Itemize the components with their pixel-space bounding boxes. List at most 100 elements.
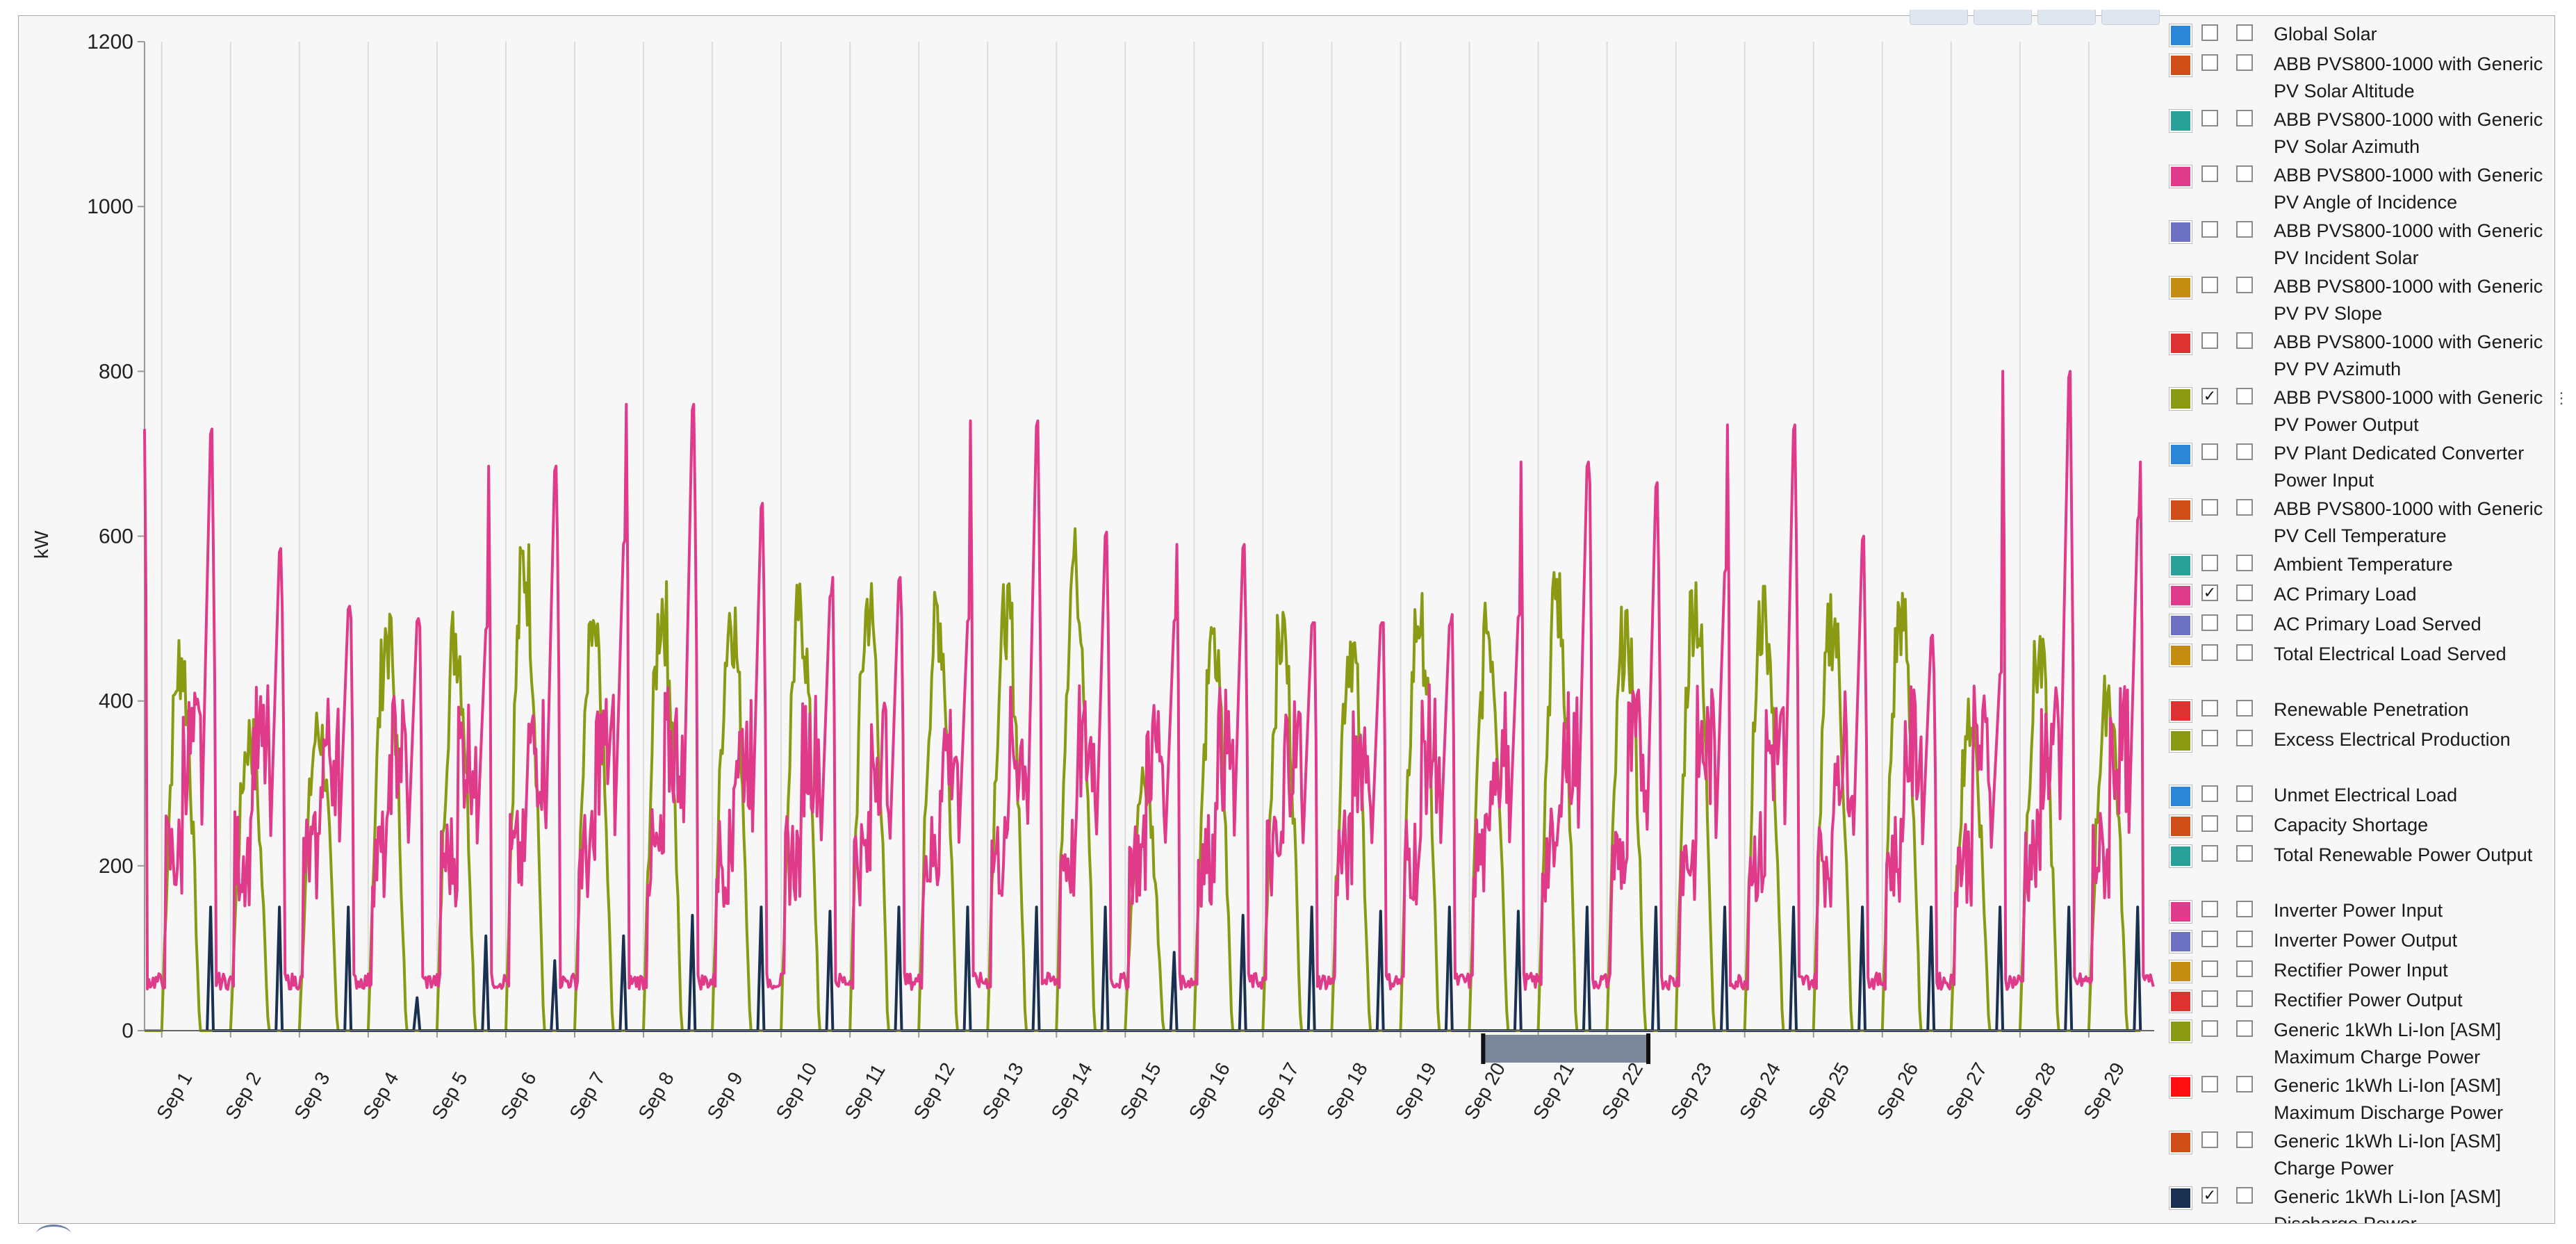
legend-secondary-checkbox[interactable] <box>2236 614 2253 631</box>
legend-color-swatch[interactable] <box>2169 1131 2192 1154</box>
legend-item[interactable]: ABB PVS800-1000 with Generic PV Cell Tem… <box>2163 496 2552 551</box>
legend-secondary-checkbox[interactable] <box>2236 845 2253 862</box>
legend-visible-checkbox[interactable] <box>2201 614 2218 631</box>
legend-color-swatch[interactable] <box>2169 584 2192 607</box>
legend-secondary-checkbox[interactable] <box>2236 1131 2253 1148</box>
legend-color-swatch[interactable] <box>2169 24 2192 47</box>
legend-secondary-checkbox[interactable] <box>2236 990 2253 1007</box>
legend-item[interactable]: ABB PVS800-1000 with Generic PV PV Slope <box>2163 273 2552 329</box>
legend-color-swatch[interactable] <box>2169 165 2192 188</box>
navigator-right-handle[interactable] <box>1646 1033 1651 1064</box>
legend-secondary-checkbox[interactable] <box>2236 815 2253 832</box>
toolbar-tab[interactable] <box>2037 10 2096 25</box>
legend-color-swatch[interactable] <box>2169 1075 2192 1099</box>
legend-visible-checkbox[interactable] <box>2201 1076 2218 1092</box>
legend-item[interactable]: Global Solar <box>2163 21 2552 51</box>
legend-color-swatch[interactable] <box>2169 729 2192 753</box>
legend-visible-checkbox[interactable] <box>2201 24 2218 41</box>
legend-item[interactable]: AC Primary Load Served <box>2163 611 2552 641</box>
legend-secondary-checkbox[interactable] <box>2236 1187 2253 1204</box>
legend-visible-checkbox[interactable] <box>2201 443 2218 460</box>
legend-visible-checkbox[interactable]: ✓ <box>2201 584 2218 601</box>
legend-visible-checkbox[interactable] <box>2201 54 2218 71</box>
legend-item[interactable]: Rectifier Power Input <box>2163 957 2552 987</box>
legend-color-swatch[interactable] <box>2169 1186 2192 1210</box>
legend-color-swatch[interactable] <box>2169 844 2192 868</box>
legend-secondary-checkbox[interactable] <box>2236 1020 2253 1037</box>
legend-color-swatch[interactable] <box>2169 220 2192 244</box>
legend-item[interactable]: ABB PVS800-1000 with Generic PV PV Azimu… <box>2163 329 2552 384</box>
legend-item[interactable]: Inverter Power Output <box>2163 927 2552 957</box>
legend-item[interactable]: Generic 1kWh Li-Ion [ASM] Maximum Charge… <box>2163 1017 2552 1072</box>
legend-visible-checkbox[interactable]: ✓ <box>2201 1187 2218 1204</box>
legend-secondary-checkbox[interactable] <box>2236 443 2253 460</box>
legend-item[interactable]: Rectifier Power Output <box>2163 987 2552 1017</box>
legend-secondary-checkbox[interactable] <box>2236 165 2253 182</box>
legend-visible-checkbox[interactable] <box>2201 990 2218 1007</box>
legend-visible-checkbox[interactable] <box>2201 644 2218 661</box>
legend-color-swatch[interactable] <box>2169 443 2192 466</box>
legend-secondary-checkbox[interactable] <box>2236 277 2253 293</box>
legend-secondary-checkbox[interactable] <box>2236 24 2253 41</box>
legend-item[interactable]: ✓ Generic 1kWh Li-Ion [ASM] Discharge Pow… <box>2163 1184 2552 1223</box>
legend-secondary-checkbox[interactable] <box>2236 555 2253 571</box>
legend-visible-checkbox[interactable] <box>2201 730 2218 746</box>
legend-color-swatch[interactable] <box>2169 276 2192 300</box>
legend-item[interactable]: ✓ ABB PVS800-1000 with Generic PV Power O… <box>2163 384 2552 440</box>
legend-item[interactable]: Generic 1kWh Li-Ion [ASM] Charge Power <box>2163 1128 2552 1184</box>
legend-item[interactable]: Total Electrical Load Served <box>2163 641 2552 696</box>
legend-secondary-checkbox[interactable] <box>2236 960 2253 977</box>
legend-color-swatch[interactable] <box>2169 554 2192 578</box>
legend-secondary-checkbox[interactable] <box>2236 499 2253 516</box>
legend-item[interactable]: ABB PVS800-1000 with Generic PV Angle of… <box>2163 162 2552 218</box>
legend-color-swatch[interactable] <box>2169 960 2192 983</box>
legend-color-swatch[interactable] <box>2169 930 2192 954</box>
legend-item[interactable]: Capacity Shortage <box>2163 812 2552 842</box>
legend-visible-checkbox[interactable] <box>2201 931 2218 947</box>
legend-item[interactable]: Total Renewable Power Output <box>2163 842 2552 897</box>
legend-secondary-checkbox[interactable] <box>2236 644 2253 661</box>
legend-color-swatch[interactable] <box>2169 54 2192 77</box>
legend-item[interactable]: Inverter Power Input <box>2163 897 2552 927</box>
legend-visible-checkbox[interactable] <box>2201 110 2218 126</box>
legend-color-swatch[interactable] <box>2169 900 2192 924</box>
toolbar-tab[interactable] <box>2101 10 2160 25</box>
legend-visible-checkbox[interactable] <box>2201 901 2218 917</box>
legend-color-swatch[interactable] <box>2169 815 2192 838</box>
legend-visible-checkbox[interactable] <box>2201 845 2218 862</box>
legend-secondary-checkbox[interactable] <box>2236 730 2253 746</box>
legend-item[interactable]: ✓ AC Primary Load <box>2163 581 2552 611</box>
legend-item[interactable]: Excess Electrical Production <box>2163 726 2552 782</box>
legend-visible-checkbox[interactable] <box>2201 332 2218 349</box>
legend-item[interactable]: Renewable Penetration <box>2163 696 2552 726</box>
legend-item[interactable]: ABB PVS800-1000 with Generic PV Incident… <box>2163 218 2552 273</box>
legend-secondary-checkbox[interactable] <box>2236 221 2253 238</box>
navigator-left-handle[interactable] <box>1481 1033 1486 1064</box>
legend-visible-checkbox[interactable]: ✓ <box>2201 388 2218 404</box>
legend-visible-checkbox[interactable] <box>2201 555 2218 571</box>
legend-secondary-checkbox[interactable] <box>2236 388 2253 404</box>
toolbar-tab[interactable] <box>1974 10 2032 25</box>
legend-visible-checkbox[interactable] <box>2201 221 2218 238</box>
legend-color-swatch[interactable] <box>2169 990 2192 1013</box>
legend-secondary-checkbox[interactable] <box>2236 901 2253 917</box>
legend-visible-checkbox[interactable] <box>2201 700 2218 717</box>
legend-color-swatch[interactable] <box>2169 614 2192 637</box>
toolbar-tab[interactable] <box>1910 10 1968 25</box>
legend-secondary-checkbox[interactable] <box>2236 110 2253 126</box>
legend-color-swatch[interactable] <box>2169 644 2192 667</box>
legend-color-swatch[interactable] <box>2169 498 2192 522</box>
legend-color-swatch[interactable] <box>2169 387 2192 411</box>
legend-secondary-checkbox[interactable] <box>2236 931 2253 947</box>
legend-color-swatch[interactable] <box>2169 109 2192 133</box>
legend-visible-checkbox[interactable] <box>2201 1131 2218 1148</box>
legend-item[interactable]: Unmet Electrical Load <box>2163 782 2552 812</box>
legend-secondary-checkbox[interactable] <box>2236 700 2253 717</box>
legend-item[interactable]: Ambient Temperature <box>2163 551 2552 581</box>
legend-visible-checkbox[interactable] <box>2201 960 2218 977</box>
legend-visible-checkbox[interactable] <box>2201 1020 2218 1037</box>
legend-color-swatch[interactable] <box>2169 332 2192 355</box>
legend-visible-checkbox[interactable] <box>2201 785 2218 802</box>
legend-visible-checkbox[interactable] <box>2201 815 2218 832</box>
legend-color-swatch[interactable] <box>2169 1020 2192 1043</box>
